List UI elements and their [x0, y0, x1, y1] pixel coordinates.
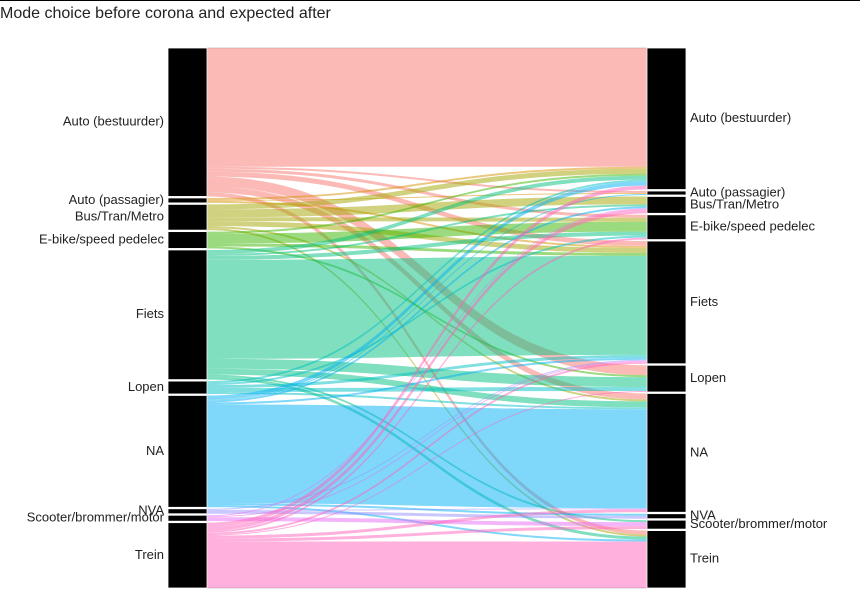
flow [207, 509, 647, 539]
flow [207, 237, 647, 533]
node-left [167, 249, 208, 380]
node-right [646, 196, 687, 214]
flow [207, 228, 647, 537]
flow [207, 48, 647, 167]
node-label-left: E-bike/speed pedelec [39, 231, 165, 246]
flow [207, 510, 647, 519]
node-left [167, 231, 208, 249]
node-label-right: NA [690, 444, 708, 459]
flow [207, 217, 647, 222]
flow [207, 231, 647, 260]
flow [207, 541, 647, 588]
flows [207, 48, 647, 588]
node-label-left: Fiets [136, 306, 165, 321]
node-label-left: NVA [138, 503, 164, 518]
node-left [167, 47, 208, 197]
node-right [646, 190, 687, 196]
flow [207, 404, 647, 509]
node-left [167, 522, 208, 589]
node-label-right: Bus/Tran/Metro [690, 196, 779, 211]
node-right [646, 214, 687, 240]
node-left [167, 508, 208, 515]
flow [207, 175, 647, 254]
flow [207, 526, 647, 542]
flow [207, 168, 647, 210]
flow [207, 168, 647, 218]
flow [207, 508, 647, 511]
node-left [167, 514, 208, 522]
flow [207, 359, 647, 510]
node-right [646, 519, 687, 530]
flow [207, 206, 647, 403]
node-right [646, 364, 687, 393]
node-label-left: Scooter/brommer/motor [27, 510, 165, 525]
node-left [167, 197, 208, 204]
flow [207, 209, 647, 531]
node-label-left: Lopen [128, 379, 164, 394]
node-label-left: Auto (passagier) [69, 192, 164, 207]
node-label-right: Auto (passagier) [690, 184, 785, 199]
flow [207, 185, 647, 527]
flow [207, 208, 647, 517]
node-left [167, 203, 208, 231]
flow [207, 192, 647, 535]
node-label-right: NVA [690, 508, 716, 523]
flow [207, 391, 647, 410]
node-label-right: E-bike/speed pedelec [690, 219, 816, 234]
flow [207, 181, 647, 400]
node-right [646, 530, 687, 589]
flow [207, 390, 647, 536]
node-right [646, 47, 687, 190]
node-label-right: Auto (bestuurder) [690, 110, 791, 125]
node-label-right: Trein [690, 551, 719, 566]
flow [207, 166, 647, 194]
node-right [646, 240, 687, 365]
node-label-left: Auto (bestuurder) [63, 114, 164, 129]
flow [207, 200, 647, 248]
node-right [646, 393, 687, 513]
flow [207, 360, 647, 518]
node-label-left: NA [146, 443, 164, 458]
node-left [167, 380, 208, 395]
node-label-right: Scooter/brommer/motor [690, 516, 828, 531]
flow [207, 179, 647, 384]
flow [207, 361, 647, 535]
flow [207, 204, 647, 256]
node-label-left: Trein [135, 547, 164, 562]
chart-title: Mode choice before corona and expected a… [0, 5, 332, 22]
node-label-right: Fiets [690, 294, 719, 309]
flow [207, 173, 647, 234]
flow [207, 235, 647, 386]
node-label-right: Lopen [690, 370, 726, 385]
flow [207, 193, 647, 401]
node-label-left: Bus/Tran/Metro [75, 209, 164, 224]
flow [207, 193, 647, 201]
node-left [167, 395, 208, 508]
flow [207, 387, 647, 392]
flow [207, 166, 647, 200]
flow [207, 255, 647, 359]
flow [207, 357, 647, 405]
node-right [646, 513, 687, 520]
